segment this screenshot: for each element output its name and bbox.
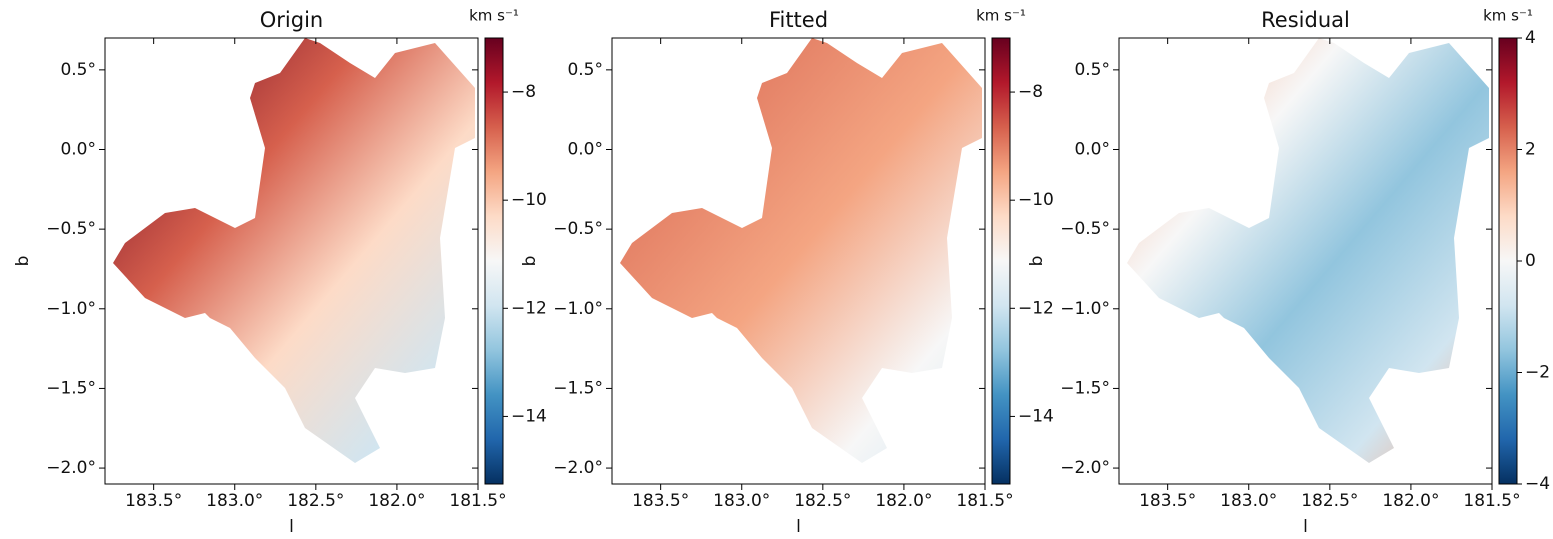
axes-frame (1118, 37, 1493, 485)
x-tick-label: 182.0° (1382, 491, 1439, 511)
x-tick-label: 182.0° (368, 491, 425, 511)
x-tick-label: 182.0° (875, 491, 932, 511)
colorbar-label: km s⁻¹ (976, 7, 1026, 25)
y-tick-label: −0.5° (1060, 219, 1110, 239)
y-tick-label: 0.0° (1074, 140, 1110, 160)
colorbar-tick-label: −14 (1018, 406, 1054, 426)
y-tick-label: 0.0° (60, 140, 96, 160)
y-axis-label: b (520, 256, 540, 267)
colorbar-tick-label: 2 (1525, 140, 1536, 160)
y-tick-label: −0.5° (46, 219, 96, 239)
colorbar-tick-label: −14 (511, 406, 547, 426)
x-axis-label: l (796, 517, 801, 537)
x-tick-label: 183.0° (713, 491, 770, 511)
x-tick-label: 182.5° (794, 491, 851, 511)
y-tick-label: 0.5° (60, 60, 96, 80)
x-tick-label: 183.0° (1220, 491, 1277, 511)
x-tick-label: 183.5° (632, 491, 689, 511)
colorbar (484, 37, 504, 485)
intensity-map (113, 38, 475, 463)
x-tick-label: 181.5° (1463, 491, 1520, 511)
colorbar-tick-label: −10 (1018, 190, 1054, 210)
x-tick-label: 183.5° (125, 491, 182, 511)
x-tick-label: 183.0° (206, 491, 263, 511)
axes-frame (104, 37, 479, 485)
x-tick-label: 181.5° (449, 491, 506, 511)
chart-title: Fitted (769, 8, 828, 32)
x-tick-label: 183.5° (1139, 491, 1196, 511)
colorbar-tick-label: −8 (511, 82, 536, 102)
colorbar-tick-label: −4 (1525, 474, 1550, 494)
colorbar-label: km s⁻¹ (1483, 7, 1533, 25)
colorbar-tick-label: −12 (1018, 298, 1054, 318)
y-tick-label: −1.0° (1060, 299, 1110, 319)
colorbar-tick-label: −12 (511, 298, 547, 318)
axes-frame (611, 37, 986, 485)
y-axis-label: b (13, 256, 33, 267)
x-tick-label: 181.5° (956, 491, 1013, 511)
y-tick-label: −2.0° (1060, 458, 1110, 478)
intensity-map (1127, 38, 1489, 463)
y-tick-label: −0.5° (553, 219, 603, 239)
colorbar (991, 37, 1011, 485)
y-tick-label: −1.0° (46, 299, 96, 319)
y-axis-label: b (1027, 256, 1047, 267)
colorbar-label: km s⁻¹ (469, 7, 519, 25)
x-axis-label: l (289, 517, 294, 537)
y-tick-label: 0.0° (567, 140, 603, 160)
colorbar (1498, 37, 1518, 485)
y-tick-label: −1.5° (46, 378, 96, 398)
colorbar-tick-label: 0 (1525, 251, 1536, 271)
y-tick-label: −2.0° (46, 458, 96, 478)
x-axis-label: l (1303, 517, 1308, 537)
colorbar-tick-label: 4 (1525, 28, 1536, 48)
y-tick-label: 0.5° (567, 60, 603, 80)
chart-title: Residual (1261, 8, 1350, 32)
colorbar-tick-label: −8 (1018, 82, 1043, 102)
y-tick-label: −2.0° (553, 458, 603, 478)
chart-title: Origin (260, 8, 323, 32)
colorbar-tick-label: −2 (1525, 363, 1550, 383)
y-tick-label: −1.5° (1060, 378, 1110, 398)
colorbar-tick-label: −10 (511, 190, 547, 210)
intensity-map (620, 38, 982, 463)
y-tick-label: −1.5° (553, 378, 603, 398)
y-tick-label: 0.5° (1074, 60, 1110, 80)
x-tick-label: 182.5° (287, 491, 344, 511)
y-tick-label: −1.0° (553, 299, 603, 319)
x-tick-label: 182.5° (1301, 491, 1358, 511)
